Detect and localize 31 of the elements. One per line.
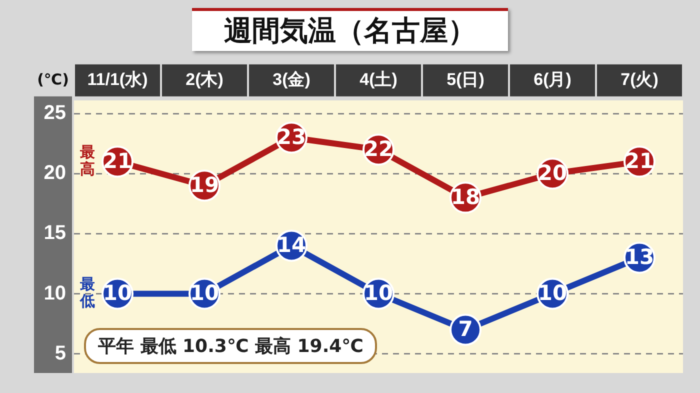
y-axis-title: (℃) xyxy=(37,70,69,88)
y-tick-label: 20 xyxy=(44,162,66,184)
x-tick-label: 4(土) xyxy=(360,70,398,89)
data-label: 7 xyxy=(458,317,473,342)
x-tick-label: 5(日) xyxy=(446,70,484,89)
data-label: 20 xyxy=(538,161,568,186)
data-label: 10 xyxy=(102,281,132,306)
data-label: 23 xyxy=(276,125,306,150)
series-label: 最高 xyxy=(79,143,95,178)
y-tick-label: 5 xyxy=(54,342,66,364)
data-label: 14 xyxy=(276,233,306,258)
x-tick-label: 7(火) xyxy=(620,70,658,89)
series-label: 最低 xyxy=(79,275,95,310)
data-label: 19 xyxy=(190,173,220,198)
data-label: 21 xyxy=(624,149,654,174)
data-label: 21 xyxy=(102,149,132,174)
y-tick-label: 15 xyxy=(44,222,66,244)
data-label: 18 xyxy=(450,185,480,210)
data-label: 10 xyxy=(364,281,394,306)
x-tick-label: 11/1(水) xyxy=(87,70,148,89)
annotation: 平年 最低 10.3℃ 最高 19.4℃ xyxy=(84,328,378,364)
y-tick-label: 25 xyxy=(44,102,66,124)
x-tick-label: 3(金) xyxy=(272,70,310,89)
y-tick-label: 10 xyxy=(44,282,66,304)
x-tick-label: 2(木) xyxy=(186,70,224,89)
chart-title: 週間気温（名古屋） xyxy=(192,8,508,51)
data-label: 10 xyxy=(190,281,220,306)
x-tick-label: 6(月) xyxy=(534,70,572,89)
data-label: 10 xyxy=(538,281,568,306)
data-label: 22 xyxy=(364,137,394,162)
data-label: 13 xyxy=(624,245,654,270)
